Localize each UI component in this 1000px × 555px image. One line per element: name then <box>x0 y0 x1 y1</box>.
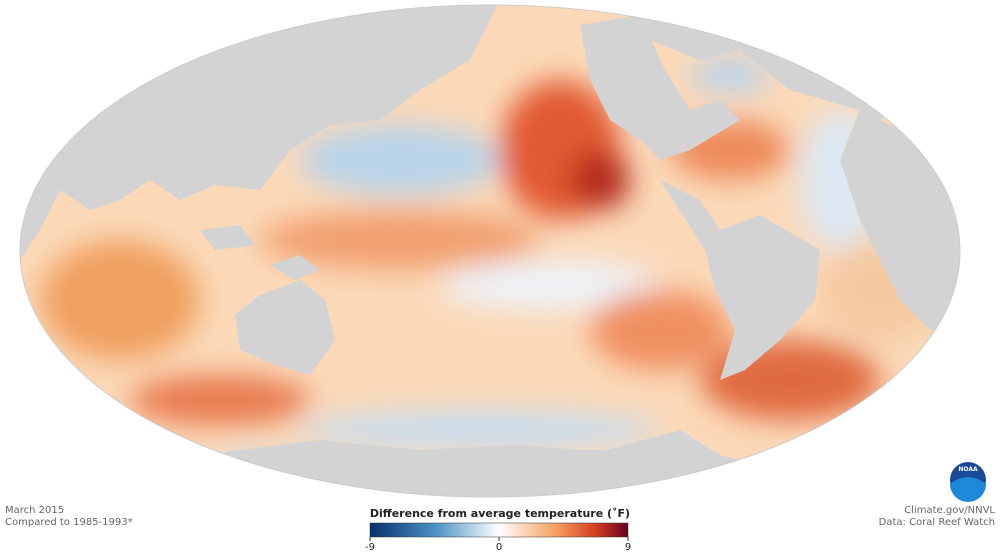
noaa-logo: NOAA <box>950 462 986 502</box>
logo-text: NOAA <box>958 466 978 473</box>
date: March 2015 <box>5 505 64 516</box>
credit: Climate.gov/NNVL <box>904 505 995 516</box>
color-bar <box>369 522 629 538</box>
globe-outline <box>19 4 961 498</box>
legend: Difference from average temperature (˚F)… <box>365 507 631 553</box>
legend-title: Difference from average temperature (˚F) <box>370 507 630 520</box>
baseline: Compared to 1985-1993* <box>5 517 133 528</box>
source: Data: Coral Reef Watch <box>879 517 995 528</box>
tick-label: 9 <box>625 542 631 553</box>
tick-label: 0 <box>496 542 502 553</box>
tick-label: -9 <box>365 542 375 553</box>
